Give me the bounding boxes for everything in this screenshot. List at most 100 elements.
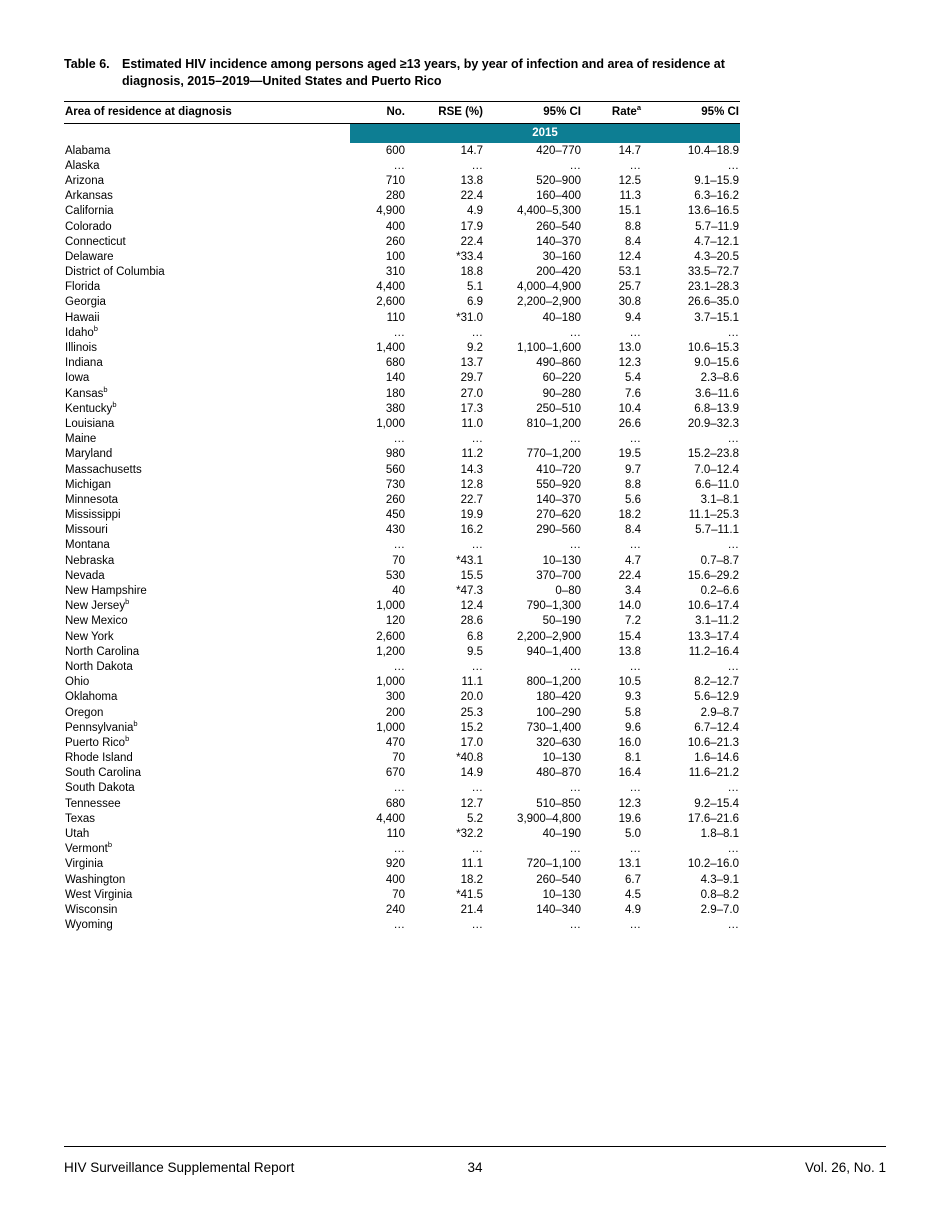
area-footnote-superscript: b (103, 384, 108, 394)
no-cell: 240 (385, 903, 405, 916)
footer-page-number: 34 (467, 1160, 483, 1175)
area-footnote-superscript: b (125, 597, 130, 607)
rate-ci-cell: … (727, 843, 740, 856)
rate-ci-cell: 11.6–21.2 (688, 767, 739, 780)
table-body: Alabama 600 14.7 420–770 14.7 10.4–18.9 Alaska… (64, 143, 740, 933)
no-cell: 920 (385, 858, 405, 871)
table-row: Iowa 140 29.7 60–220 5.4 2.3–8.6 (64, 371, 740, 386)
rse-cell: *32.2 (456, 828, 483, 841)
area-cell: Michigan (65, 478, 112, 491)
no-cell: 260 (385, 235, 405, 248)
area-cell: Wyoming (65, 919, 113, 932)
rse-cell: 18.2 (460, 873, 483, 886)
ci-cell: 40–180 (542, 311, 581, 324)
ci-cell: 2,200–2,900 (517, 296, 581, 309)
rate-cell: 8.4 (625, 235, 641, 248)
rate-ci-cell: 5.7–11.1 (695, 524, 739, 537)
table-row: Connecticut 260 22.4 140–370 8.4 4.7–12.1 (64, 234, 740, 249)
rate-superscript: a (636, 103, 641, 113)
rate-ci-cell: 4.3–9.1 (700, 873, 739, 886)
rate-cell: 26.6 (618, 417, 641, 430)
rse-cell: 17.9 (460, 220, 483, 233)
rate-cell: 4.5 (625, 888, 641, 901)
rate-ci-cell: 4.3–20.5 (694, 250, 739, 263)
page-content: Table 6. Estimated HIV incidence among p… (64, 56, 886, 933)
rate-cell: 5.8 (625, 706, 641, 719)
area-cell: Montana (65, 539, 110, 552)
no-cell: 4,900 (376, 205, 405, 218)
rate-cell: 18.2 (618, 509, 641, 522)
rate-ci-cell: 0.8–8.2 (700, 888, 739, 901)
no-cell: 200 (385, 706, 405, 719)
rate-ci-cell: 6.7–12.4 (694, 721, 739, 734)
table-row: Kansasb 180 27.0 90–280 7.6 3.6–11.6 (64, 386, 740, 401)
rate-ci-cell: 3.1–11.2 (695, 615, 739, 628)
rate-ci-cell: 5.6–12.9 (694, 691, 739, 704)
year-band-spacer (64, 123, 350, 143)
rate-cell: 13.8 (618, 645, 641, 658)
rate-ci-cell: … (727, 159, 740, 172)
rse-cell: *43.1 (456, 554, 483, 567)
rate-cell: … (629, 159, 642, 172)
rse-cell: 14.3 (460, 463, 483, 476)
rate-ci-cell: … (727, 433, 740, 446)
area-cell: Maryland (65, 448, 113, 461)
ci-cell: 140–370 (536, 235, 581, 248)
rse-cell: *41.5 (456, 888, 483, 901)
rate-cell: 7.2 (625, 615, 641, 628)
column-header-rse: RSE (%) (438, 106, 483, 118)
table-row: South Carolina 670 14.9 480–870 16.4 11.6–21.… (64, 766, 740, 781)
area-cell: Florida (65, 281, 101, 294)
ci-cell: 940–1,400 (526, 645, 581, 658)
rate-ci-cell: … (727, 782, 740, 795)
table-row: Texas 4,400 5.2 3,900–4,800 19.6 17.6–21.6 (64, 811, 740, 826)
area-cell: Mississippi (65, 509, 121, 522)
rse-cell: … (471, 843, 484, 856)
rate-ci-cell: 10.4–18.9 (687, 144, 739, 157)
ci-cell: 810–1,200 (526, 417, 581, 430)
ci-cell: 770–1,200 (526, 448, 581, 461)
table-row: Colorado 400 17.9 260–540 8.8 5.7–11.9 (64, 219, 740, 234)
table-row: Louisiana 1,000 11.0 810–1,200 26.6 20.9–32.3 (64, 416, 740, 431)
ci-cell: … (569, 843, 582, 856)
rate-ci-cell: 4.7–12.1 (694, 235, 739, 248)
rse-cell: … (471, 782, 484, 795)
ci-cell: 290–560 (536, 524, 581, 537)
rse-cell: 13.7 (460, 357, 483, 370)
page-footer: HIV Surveillance Supplemental Report 34 … (64, 1146, 886, 1175)
rate-ci-cell: 5.7–11.9 (695, 220, 739, 233)
table-row: Georgia 2,600 6.9 2,200–2,900 30.8 26.6–35.0 (64, 295, 740, 310)
column-header-rate-label: Rate (611, 106, 637, 118)
rate-cell: 12.5 (618, 174, 641, 187)
ci-cell: … (569, 782, 582, 795)
rate-cell: 9.4 (625, 311, 641, 324)
area-cell: Arkansas (65, 190, 113, 203)
area-cell: Wisconsin (65, 903, 118, 916)
ci-cell: 520–900 (536, 174, 581, 187)
footer-inner: HIV Surveillance Supplemental Report 34 … (64, 1160, 886, 1175)
rse-cell: 6.8 (467, 630, 483, 643)
table-header-row: Area of residence at diagnosis No. RSE (… (64, 101, 740, 124)
rate-cell: … (629, 919, 642, 932)
area-footnote-superscript: b (112, 399, 117, 409)
column-header-rate-ci: 95% CI (701, 106, 739, 118)
no-cell: 100 (385, 250, 405, 263)
rate-ci-cell: 2.9–8.7 (700, 706, 739, 719)
area-footnote-superscript: b (107, 840, 112, 850)
column-header-rate: Ratea (582, 102, 642, 124)
year-band: 2015 (350, 123, 740, 143)
no-cell: 70 (392, 554, 405, 567)
area-footnote-superscript: b (133, 718, 138, 728)
no-cell: 40 (392, 585, 405, 598)
hiv-incidence-table: Area of residence at diagnosis No. RSE (… (64, 101, 740, 933)
area-cell: Kansasb (65, 384, 108, 400)
rse-cell: 14.9 (460, 767, 483, 780)
rate-cell: 22.4 (618, 569, 641, 582)
rate-cell: 13.0 (618, 342, 641, 355)
rate-cell: 5.4 (625, 372, 641, 385)
rate-cell: 7.6 (625, 387, 641, 400)
rate-cell: 30.8 (618, 296, 641, 309)
rate-cell: 10.5 (618, 676, 641, 689)
no-cell: … (393, 159, 406, 172)
rate-cell: 12.4 (618, 250, 641, 263)
